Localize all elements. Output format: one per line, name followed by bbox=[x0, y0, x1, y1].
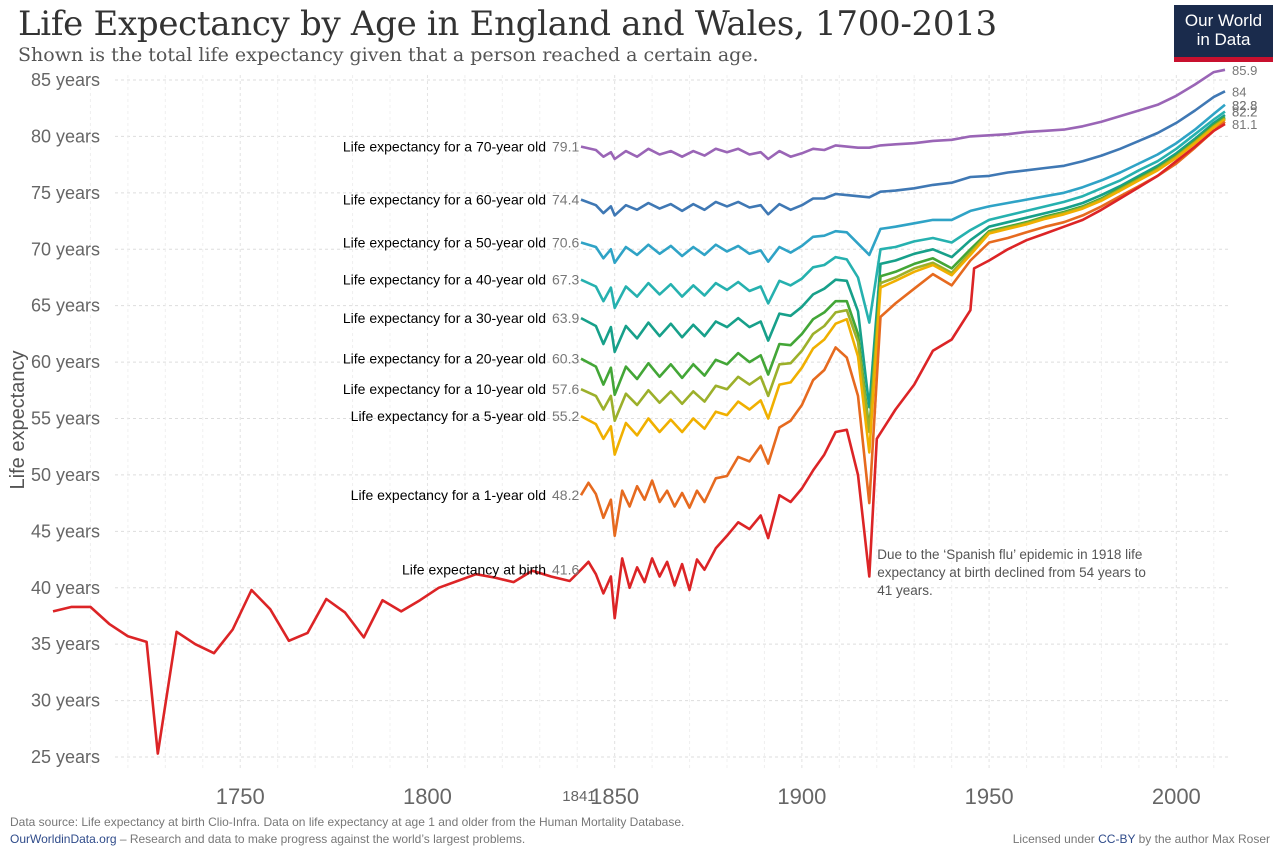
logo-line-1: Our World bbox=[1184, 11, 1263, 30]
y-tick-label: 40 years bbox=[31, 578, 100, 598]
y-tick-label: 75 years bbox=[31, 183, 100, 203]
series-start-value: 57.6 bbox=[552, 381, 579, 397]
series-end-value: 82.2 bbox=[1232, 105, 1257, 120]
y-tick-label: 35 years bbox=[31, 634, 100, 654]
series-label: Life expectancy for a 20-year old bbox=[343, 351, 546, 367]
footer-org: OurWorldinData.org – Research and data t… bbox=[10, 832, 525, 846]
series-end-value: 82.8 bbox=[1232, 98, 1257, 113]
series-start-value: 70.6 bbox=[552, 234, 579, 250]
footer-source: Data source: Life expectancy at birth Cl… bbox=[10, 815, 685, 829]
series-end-value: 85.9 bbox=[1232, 63, 1257, 78]
series-start-value: 74.4 bbox=[552, 192, 579, 208]
series-label: Life expectancy for a 60-year old bbox=[343, 192, 546, 208]
series-line-1 bbox=[580, 90, 1226, 217]
y-tick-label: 70 years bbox=[31, 239, 100, 259]
extra-end-value: 82.2 bbox=[1232, 105, 1257, 120]
series-label: Life expectancy at birth bbox=[402, 562, 546, 578]
series-start-value: 67.3 bbox=[552, 272, 579, 288]
grid-layer bbox=[89, 75, 1230, 770]
x-tick-label: 1800 bbox=[403, 784, 452, 809]
series-line-8 bbox=[579, 120, 1226, 538]
owid-logo[interactable]: Our World in Data bbox=[1174, 5, 1273, 62]
license-suffix: by the author Max Roser bbox=[1135, 832, 1270, 846]
series-line-6 bbox=[580, 117, 1226, 434]
x-tick-label: 1750 bbox=[216, 784, 265, 809]
series-line-4 bbox=[580, 113, 1226, 409]
page-subtitle: Shown is the total life expectancy given… bbox=[18, 44, 759, 66]
y-tick-label: 60 years bbox=[31, 352, 100, 372]
owid-link[interactable]: OurWorldinData.org bbox=[10, 832, 117, 846]
series-line-2 bbox=[580, 103, 1226, 265]
axes-layer: 25 years 30 years 35 years 40 years 45 years… bbox=[31, 70, 1201, 809]
y-tick-label: 25 years bbox=[31, 747, 100, 767]
series-line-3 bbox=[580, 110, 1226, 324]
x-tick-label: 2000 bbox=[1152, 784, 1201, 809]
spanish-flu-annotation: Due to the ‘Spanish flu’ epidemic in 191… bbox=[877, 547, 1142, 562]
series-line-7 bbox=[580, 118, 1226, 456]
y-tick-label: 30 years bbox=[31, 691, 100, 711]
series-label: Life expectancy for a 40-year old bbox=[343, 272, 546, 288]
cc-by-link[interactable]: CC-BY bbox=[1098, 832, 1136, 846]
series-label: Life expectancy for a 30-year old bbox=[343, 310, 546, 326]
y-tick-label: 45 years bbox=[31, 521, 100, 541]
x-tick-label: 1900 bbox=[777, 784, 826, 809]
logo-line-2: in Data bbox=[1196, 30, 1251, 49]
y-axis-label: Life expectancy bbox=[7, 351, 29, 490]
series-line-9 bbox=[52, 122, 1226, 755]
x-tick-label-1841: 1841 bbox=[562, 788, 595, 805]
series-start-value: 55.2 bbox=[552, 408, 579, 424]
y-tick-label: 65 years bbox=[31, 296, 100, 316]
spanish-flu-annotation: 41 years. bbox=[877, 583, 933, 598]
spanish-flu-annotation: expectancy at birth declined from 54 yea… bbox=[877, 565, 1146, 580]
y-tick-label: 85 years bbox=[31, 70, 100, 90]
series-label: Life expectancy for a 50-year old bbox=[343, 234, 546, 250]
page-title: Life Expectancy by Age in England and Wa… bbox=[18, 4, 997, 44]
series-label: Life expectancy for a 10-year old bbox=[343, 381, 546, 397]
series-start-value: 79.1 bbox=[552, 139, 579, 155]
series-end-value: 81.1 bbox=[1232, 117, 1257, 132]
series-line-0 bbox=[580, 68, 1226, 161]
footer-license: Licensed under CC-BY by the author Max R… bbox=[1013, 832, 1270, 846]
series-start-value: 48.2 bbox=[552, 487, 579, 503]
x-tick-label: 1950 bbox=[965, 784, 1014, 809]
x-tick-label: 1850 bbox=[590, 784, 639, 809]
series-start-value: 63.9 bbox=[552, 310, 579, 326]
y-tick-label: 55 years bbox=[31, 409, 100, 429]
series-start-value: 60.3 bbox=[552, 351, 579, 367]
y-tick-label: 80 years bbox=[31, 126, 100, 146]
series-start-value: 41.6 bbox=[552, 562, 579, 578]
extra-end-value: 82.8 bbox=[1232, 98, 1257, 113]
labels-layer: Life expectancy for a 70-year old 79.1 85.… bbox=[343, 63, 1257, 598]
footer-org-text: – Research and data to make progress aga… bbox=[116, 832, 526, 846]
series-end-value: 84 bbox=[1232, 84, 1246, 99]
series-layer bbox=[52, 68, 1226, 755]
series-label: Life expectancy for a 1-year old bbox=[351, 487, 546, 503]
license-prefix: Licensed under bbox=[1012, 832, 1099, 846]
series-label: Life expectancy for a 70-year old bbox=[343, 139, 546, 155]
y-tick-label: 50 years bbox=[31, 465, 100, 485]
series-label: Life expectancy for a 5-year old bbox=[351, 408, 546, 424]
